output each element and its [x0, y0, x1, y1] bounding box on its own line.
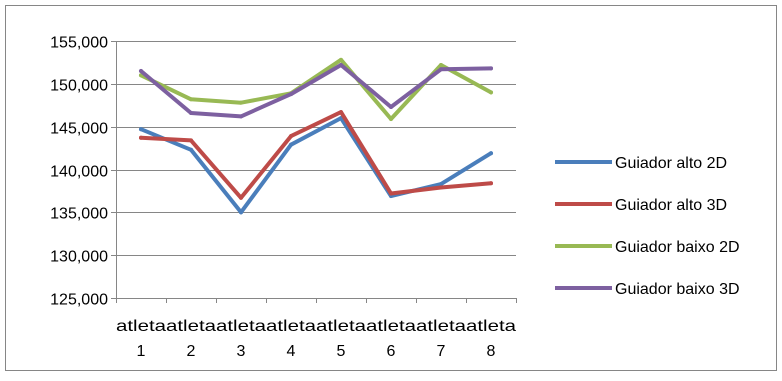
y-tick-label: 155,000 — [50, 35, 108, 52]
series-line-guiador-alto-3d — [139, 110, 493, 200]
legend-item-guiador-baixo-2d: Guiador baixo 2D — [555, 239, 740, 256]
legend-label: Guiador alto 2D — [615, 155, 727, 172]
legend-label: Guiador alto 3D — [615, 197, 727, 214]
data-point — [189, 110, 193, 115]
x-tick-label: atleta 1 — [116, 318, 166, 360]
data-point — [489, 90, 493, 95]
x-tick-label-number: 3 — [237, 343, 246, 360]
x-tick-label-number: 2 — [187, 343, 196, 360]
x-tick-label-number: 4 — [287, 343, 296, 360]
data-point — [389, 116, 393, 121]
data-point — [439, 182, 443, 187]
y-tick-label: 150,000 — [50, 78, 108, 95]
x-tick-label: atleta 8 — [466, 318, 516, 360]
chart-border — [5, 5, 777, 371]
x-tick-label-number: 8 — [487, 343, 496, 360]
legend-label: Guiador baixo 2D — [615, 239, 740, 256]
data-point — [189, 147, 193, 152]
y-tick-label: 140,000 — [50, 164, 108, 181]
data-point — [489, 181, 493, 186]
legend: Guiador alto 2D Guiador alto 3D Guiador ba… — [555, 155, 740, 298]
legend-label: Guiador baixo 3D — [615, 281, 740, 298]
x-tick-label: atleta 6 — [366, 318, 416, 360]
data-point — [489, 151, 493, 156]
x-tick-label-name: atleta — [216, 318, 266, 335]
series-line-guiador-baixo-3d — [139, 63, 493, 119]
x-tick-label-name: atleta — [166, 318, 216, 335]
x-tick-label-name: atleta — [116, 318, 166, 335]
y-tick-label: 135,000 — [50, 206, 108, 223]
series-line-guiador-alto-2d — [139, 116, 493, 215]
x-tick-label-number: 7 — [437, 343, 446, 360]
data-point — [289, 142, 293, 147]
data-point — [139, 68, 143, 73]
data-point — [489, 66, 493, 71]
x-tick-label: atleta 5 — [316, 318, 366, 360]
x-tick-label-name: atleta — [266, 318, 316, 335]
x-tick-label-name: atleta — [466, 318, 516, 335]
data-point — [239, 210, 243, 215]
y-tick-label: 125,000 — [50, 292, 108, 309]
data-point — [239, 114, 243, 119]
data-point — [289, 92, 293, 97]
x-tick-label-name: atleta — [366, 318, 416, 335]
data-point — [389, 104, 393, 109]
data-point — [189, 138, 193, 143]
x-tick-label-number: 5 — [337, 343, 346, 360]
data-point — [439, 67, 443, 72]
x-tick-label: atleta 4 — [266, 318, 316, 360]
data-point — [239, 100, 243, 105]
data-point — [189, 97, 193, 102]
data-point — [439, 185, 443, 190]
legend-item-guiador-alto-3d: Guiador alto 3D — [555, 197, 727, 214]
y-tick-label: 130,000 — [50, 249, 108, 266]
x-tick-label: atleta 2 — [166, 318, 216, 360]
x-tick-label: atleta 7 — [416, 318, 466, 360]
data-point — [339, 110, 343, 115]
x-tick-label-number: 1 — [137, 343, 146, 360]
data-point — [289, 134, 293, 139]
data-point — [139, 135, 143, 140]
x-tick-label: atleta 3 — [216, 318, 266, 360]
data-point — [339, 57, 343, 62]
data-point — [139, 127, 143, 132]
legend-item-guiador-alto-2d: Guiador alto 2D — [555, 155, 727, 172]
legend-item-guiador-baixo-3d: Guiador baixo 3D — [555, 281, 740, 298]
data-point — [389, 191, 393, 196]
data-point — [339, 62, 343, 67]
y-tick-label: 145,000 — [50, 121, 108, 138]
x-tick-label-name: atleta — [416, 318, 466, 335]
x-tick-label-name: atleta — [316, 318, 366, 335]
data-point — [439, 62, 443, 67]
data-point — [239, 195, 243, 200]
x-tick-label-number: 6 — [387, 343, 396, 360]
